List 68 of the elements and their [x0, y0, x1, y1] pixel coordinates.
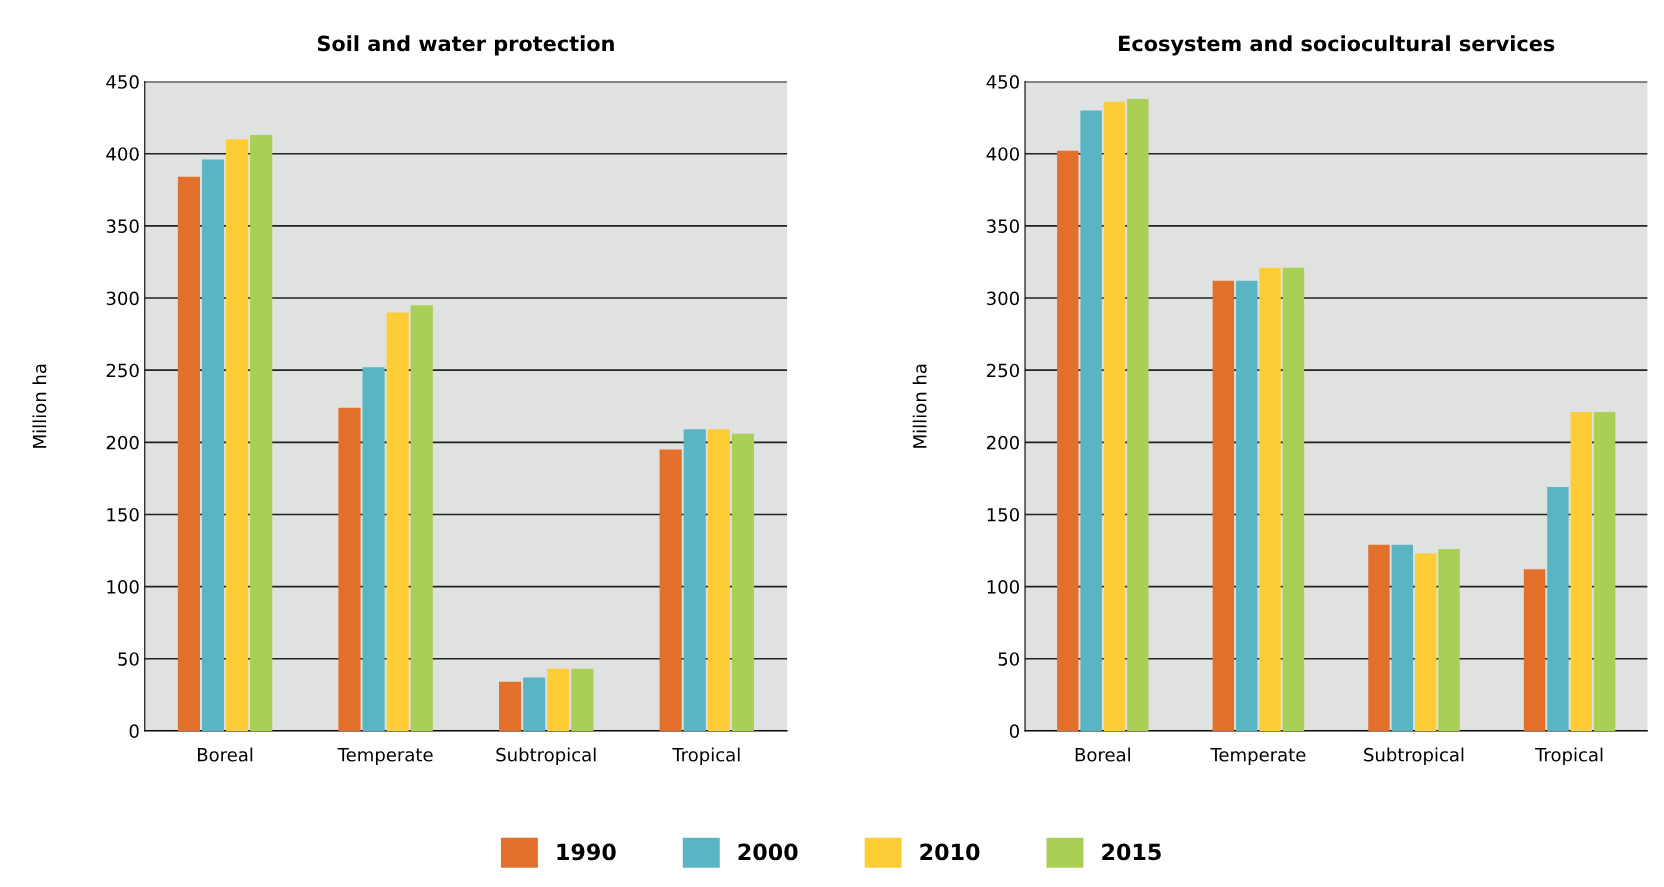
x-tick-label: Boreal: [198, 747, 253, 762]
x-tick-label: Tropical: [672, 747, 740, 766]
bar: [499, 681, 522, 731]
bar: [1127, 98, 1149, 731]
legend-label: 2010: [920, 843, 980, 861]
bar: [201, 159, 225, 731]
bar: [250, 134, 273, 731]
bar: [1103, 101, 1126, 731]
y-tick-label: 0: [129, 724, 139, 738]
y-tick-label: 0: [1009, 724, 1019, 738]
chart-title: Soil and water protection: [317, 35, 614, 56]
y-tick-label: 300: [987, 291, 1019, 306]
legend-label: 2015: [1102, 843, 1161, 861]
bar: [1593, 412, 1616, 731]
bar: [707, 429, 730, 731]
y-tick-label: 300: [106, 291, 139, 306]
bar: [1547, 487, 1569, 731]
bar: [1282, 267, 1305, 731]
bar: [1570, 412, 1592, 731]
bar: [226, 139, 249, 731]
bar: [659, 449, 682, 731]
bar: [1057, 150, 1079, 731]
y-tick-label: 450: [106, 75, 139, 89]
bar: [410, 305, 433, 731]
y-tick-label: 350: [106, 219, 139, 234]
y-tick-label: 250: [987, 363, 1019, 378]
chart-title: Ecosystem and sociocultural services: [1119, 35, 1555, 56]
bar: [1438, 549, 1460, 731]
bar: [1523, 569, 1546, 731]
bar: [1236, 280, 1258, 731]
y-tick-label: 50: [118, 652, 139, 666]
y-tick-label: 100: [987, 580, 1019, 594]
bar: [547, 668, 570, 731]
legend-label: 2000: [738, 843, 798, 861]
bar: [731, 433, 754, 731]
x-tick-label: Subtropical: [1364, 747, 1464, 766]
y-tick-label: 200: [987, 435, 1019, 450]
bar: [1414, 553, 1437, 731]
bar: [338, 407, 361, 731]
y-tick-label: 250: [106, 363, 139, 378]
bar: [1391, 544, 1414, 731]
y-tick-label: 450: [986, 75, 1019, 89]
bar: [571, 668, 594, 731]
y-tick-label: 150: [987, 507, 1019, 522]
y-tick-label: 150: [107, 507, 139, 522]
bar: [1259, 267, 1281, 731]
y-tick-label: 400: [106, 147, 139, 161]
x-tick-label: Tropical: [1535, 747, 1603, 766]
y-tick-label: 100: [107, 580, 139, 594]
y-axis-title: Million ha: [32, 364, 47, 448]
x-tick-label: Temperate: [337, 748, 433, 766]
y-tick-label: 200: [106, 435, 139, 450]
x-tick-label: Subtropical: [496, 747, 596, 766]
bar: [523, 677, 546, 731]
bar: [1212, 280, 1235, 731]
x-tick-label: Boreal: [1075, 747, 1130, 762]
bar: [1368, 544, 1390, 731]
y-axis-title: Million ha: [912, 364, 927, 448]
legend-label: 1990: [557, 843, 616, 861]
bar: [177, 176, 201, 731]
y-tick-label: 400: [986, 147, 1019, 161]
y-tick-label: 350: [987, 219, 1019, 234]
bar: [386, 312, 409, 731]
bar: [362, 367, 385, 731]
bar: [683, 429, 706, 731]
y-tick-label: 50: [998, 652, 1019, 666]
bar: [1080, 110, 1102, 731]
x-tick-label: Temperate: [1210, 748, 1306, 766]
